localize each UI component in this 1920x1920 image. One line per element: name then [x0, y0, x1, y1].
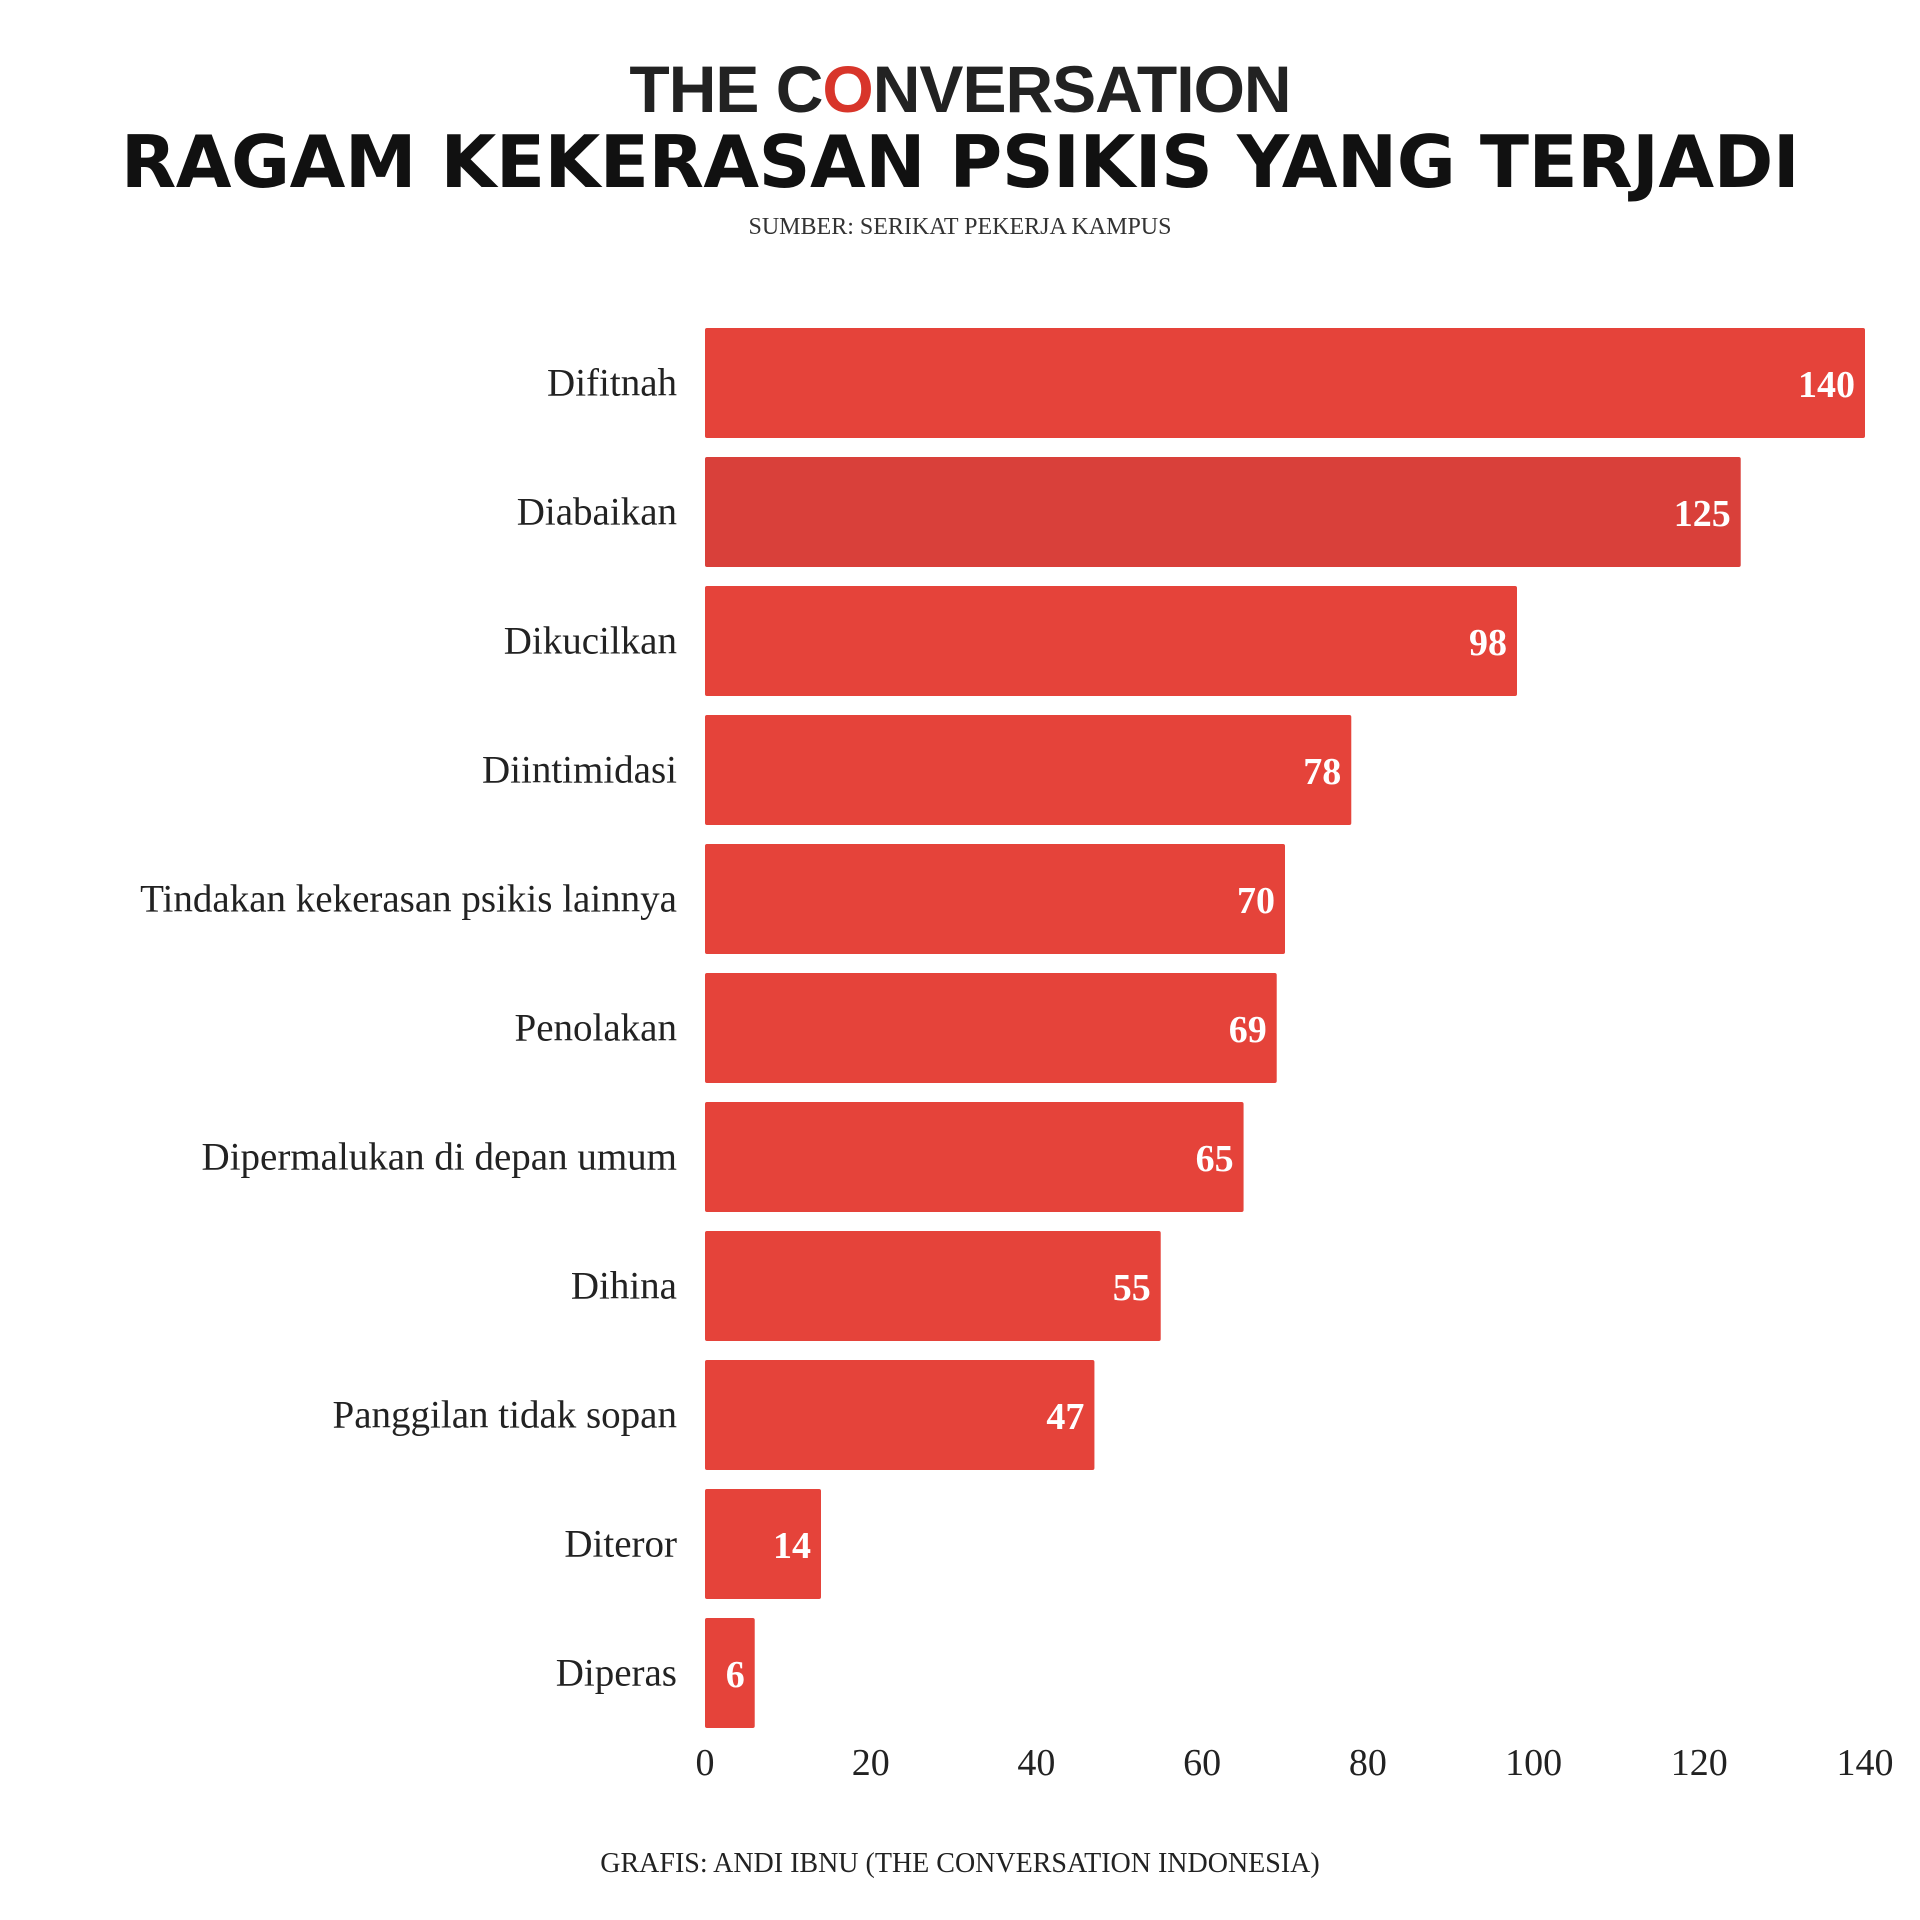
- data-label: 140: [1798, 364, 1855, 406]
- chart-source: SUMBER: SERIKAT PEKERJA KAMPUS: [748, 214, 1172, 240]
- data-label: 14: [773, 1525, 811, 1567]
- category-label: Dikucilkan: [504, 620, 677, 663]
- category-label: Diteror: [564, 1523, 677, 1566]
- x-tick-label: 40: [1017, 1742, 1055, 1784]
- bar: [705, 1102, 1244, 1212]
- data-label: 69: [1229, 1009, 1267, 1051]
- bar: [705, 715, 1352, 825]
- bar: [705, 1618, 755, 1728]
- x-tick-label: 120: [1671, 1742, 1728, 1784]
- data-label: 70: [1237, 880, 1275, 922]
- data-label: 65: [1196, 1138, 1234, 1180]
- data-label: 78: [1303, 751, 1341, 793]
- graphic-credit: GRAFIS: ANDI IBNU (THE CONVERSATION INDO…: [600, 1848, 1320, 1879]
- category-label: Diperas: [556, 1652, 677, 1695]
- category-label: Dihina: [571, 1265, 677, 1308]
- category-label: Diintimidasi: [482, 749, 677, 792]
- logo-speech-bubble-o: O: [822, 52, 873, 126]
- logo-prefix: THE C: [629, 52, 823, 126]
- bar: [705, 973, 1277, 1083]
- data-label: 6: [726, 1654, 745, 1696]
- bar: [705, 457, 1741, 567]
- x-tick-label: 80: [1349, 1742, 1387, 1784]
- x-tick-label: 140: [1837, 1742, 1894, 1784]
- data-label: 98: [1469, 622, 1507, 664]
- bar: [705, 844, 1285, 954]
- x-tick-label: 100: [1505, 1742, 1562, 1784]
- category-label: Panggilan tidak sopan: [333, 1394, 677, 1437]
- brand-logo: THE CONVERSATION: [0, 56, 1920, 122]
- data-label: 55: [1113, 1267, 1151, 1309]
- x-tick-label: 0: [696, 1742, 715, 1784]
- category-label: Penolakan: [515, 1007, 677, 1050]
- x-tick-label: 60: [1183, 1742, 1221, 1784]
- bar: [705, 1489, 821, 1599]
- bar: [705, 1360, 1095, 1470]
- category-label: Diabaikan: [517, 491, 677, 534]
- bar: [705, 586, 1517, 696]
- category-label: Difitnah: [547, 362, 677, 405]
- data-label: 125: [1674, 493, 1731, 535]
- logo-suffix: NVERSATION: [872, 52, 1292, 126]
- data-label: 47: [1046, 1396, 1084, 1438]
- x-tick-label: 20: [852, 1742, 890, 1784]
- category-label: Dipermalukan di depan umum: [202, 1136, 677, 1179]
- chart-title: RAGAM KEKERASAN PSIKIS YANG TERJADI: [120, 120, 1800, 204]
- category-label: Tindakan kekerasan psikis lainnya: [140, 878, 677, 921]
- bar: [705, 1231, 1161, 1341]
- bar: [705, 328, 1865, 438]
